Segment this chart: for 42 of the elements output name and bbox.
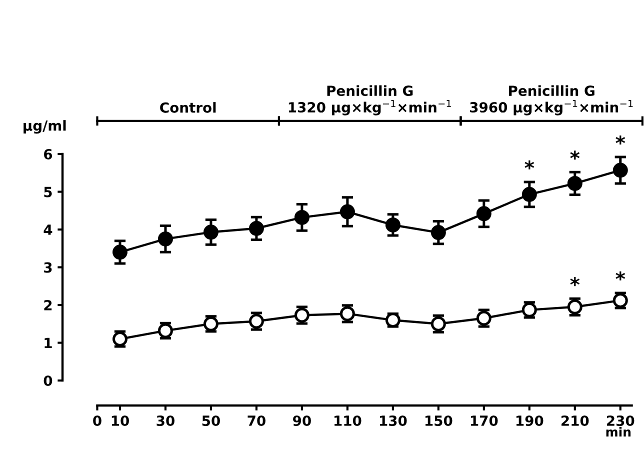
x-tick-label: 150 bbox=[426, 415, 452, 426]
x-tick-label: 50 bbox=[202, 415, 220, 426]
y-axis-title: μg/ml bbox=[24, 120, 66, 134]
point bbox=[203, 224, 218, 240]
text: Penicillin G 1320 μg×kg$^{−1}$×min$^{−1}$ bbox=[288, 85, 451, 116]
x-tick-label: 230 bbox=[606, 415, 634, 426]
annotation: * bbox=[616, 271, 626, 280]
point bbox=[385, 217, 400, 232]
x-tick-label: 190 bbox=[516, 415, 544, 426]
y-tick-label: 0 bbox=[44, 375, 52, 386]
x-axis-title: min bbox=[606, 426, 631, 436]
text: Control bbox=[160, 102, 216, 113]
annotation: * bbox=[616, 135, 626, 145]
point bbox=[158, 231, 173, 246]
y-tick-label: 5 bbox=[44, 186, 52, 198]
x-tick-label: 30 bbox=[156, 415, 174, 426]
point bbox=[476, 206, 492, 222]
text: Penicillin G 3960 μg×kg$^{−1}$×min$^{−1}$ bbox=[470, 85, 633, 116]
annotation: * bbox=[524, 160, 534, 170]
y-tick-label: 1 bbox=[44, 338, 52, 348]
x-tick-label: 0 bbox=[93, 415, 102, 426]
point bbox=[294, 210, 310, 225]
x-tick-label: 210 bbox=[562, 415, 589, 426]
point bbox=[112, 244, 128, 260]
point bbox=[430, 225, 446, 240]
annotation: * bbox=[570, 277, 580, 286]
x-tick-label: 10 bbox=[112, 415, 129, 426]
point bbox=[248, 220, 264, 236]
x-tick-label: 90 bbox=[293, 415, 311, 426]
x-tick-label: 70 bbox=[248, 415, 266, 426]
x-tick-label: 130 bbox=[380, 415, 407, 426]
point bbox=[340, 204, 355, 220]
annotation: * bbox=[570, 150, 580, 160]
point bbox=[612, 162, 628, 178]
point bbox=[567, 176, 582, 191]
y-tick-label: 6 bbox=[44, 149, 52, 160]
point bbox=[522, 186, 537, 202]
x-tick-label: 110 bbox=[334, 415, 362, 426]
y-tick-label: 2 bbox=[44, 300, 52, 310]
y-tick-label: 3 bbox=[44, 262, 52, 273]
x-tick-label: 170 bbox=[470, 415, 498, 426]
y-tick-label: 4 bbox=[44, 224, 52, 235]
